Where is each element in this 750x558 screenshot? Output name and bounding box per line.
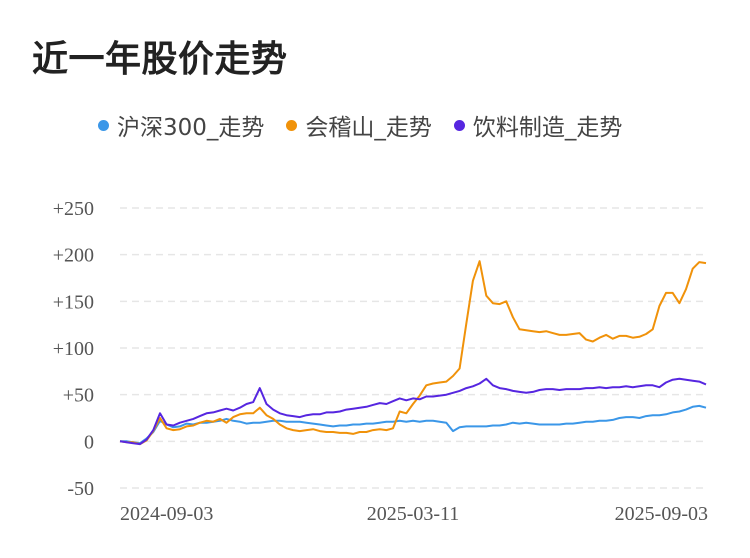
- chart-title: 近一年股价走势: [32, 39, 288, 80]
- legend-item-hs300[interactable]: 沪深300_走势: [98, 108, 264, 142]
- legend-item-kuaijishan[interactable]: 会稽山_走势: [286, 108, 432, 142]
- legend-label: 饮料制造_走势: [472, 115, 623, 141]
- y-tick-label: -50: [67, 478, 94, 500]
- y-axis-ticks: +250 +200 +150 +100 +50 0 -50: [53, 198, 94, 500]
- series-line-1: [119, 260, 707, 446]
- series-line-0: [120, 404, 707, 445]
- chart-legend: 沪深300_走势 会稽山_走势 饮料制造_走势: [98, 108, 622, 142]
- x-tick-label: 2025-09-03: [615, 503, 708, 525]
- y-tick-label: +50: [63, 385, 94, 407]
- y-tick-label: +100: [53, 338, 94, 360]
- legend-dot-icon: [453, 119, 465, 131]
- legend-label: 沪深300_走势: [117, 115, 265, 141]
- y-tick-label: 0: [84, 431, 94, 453]
- legend-label: 会稽山_走势: [305, 115, 432, 141]
- legend-item-beverage[interactable]: 饮料制造_走势: [453, 108, 623, 142]
- y-tick-label: +150: [53, 291, 94, 313]
- x-tick-label: 2024-09-03: [120, 503, 213, 525]
- grid-lines: [120, 207, 706, 489]
- y-tick-label: +250: [53, 198, 94, 220]
- series-line-2: [119, 377, 707, 446]
- legend-dot-icon: [286, 119, 298, 131]
- x-tick-label: 2025-03-11: [367, 503, 460, 525]
- series-lines: [119, 260, 707, 446]
- y-tick-label: +200: [53, 245, 94, 267]
- legend-dot-icon: [98, 119, 109, 131]
- x-axis-ticks: 2024-09-03 2025-03-11 2025-09-03: [120, 503, 708, 525]
